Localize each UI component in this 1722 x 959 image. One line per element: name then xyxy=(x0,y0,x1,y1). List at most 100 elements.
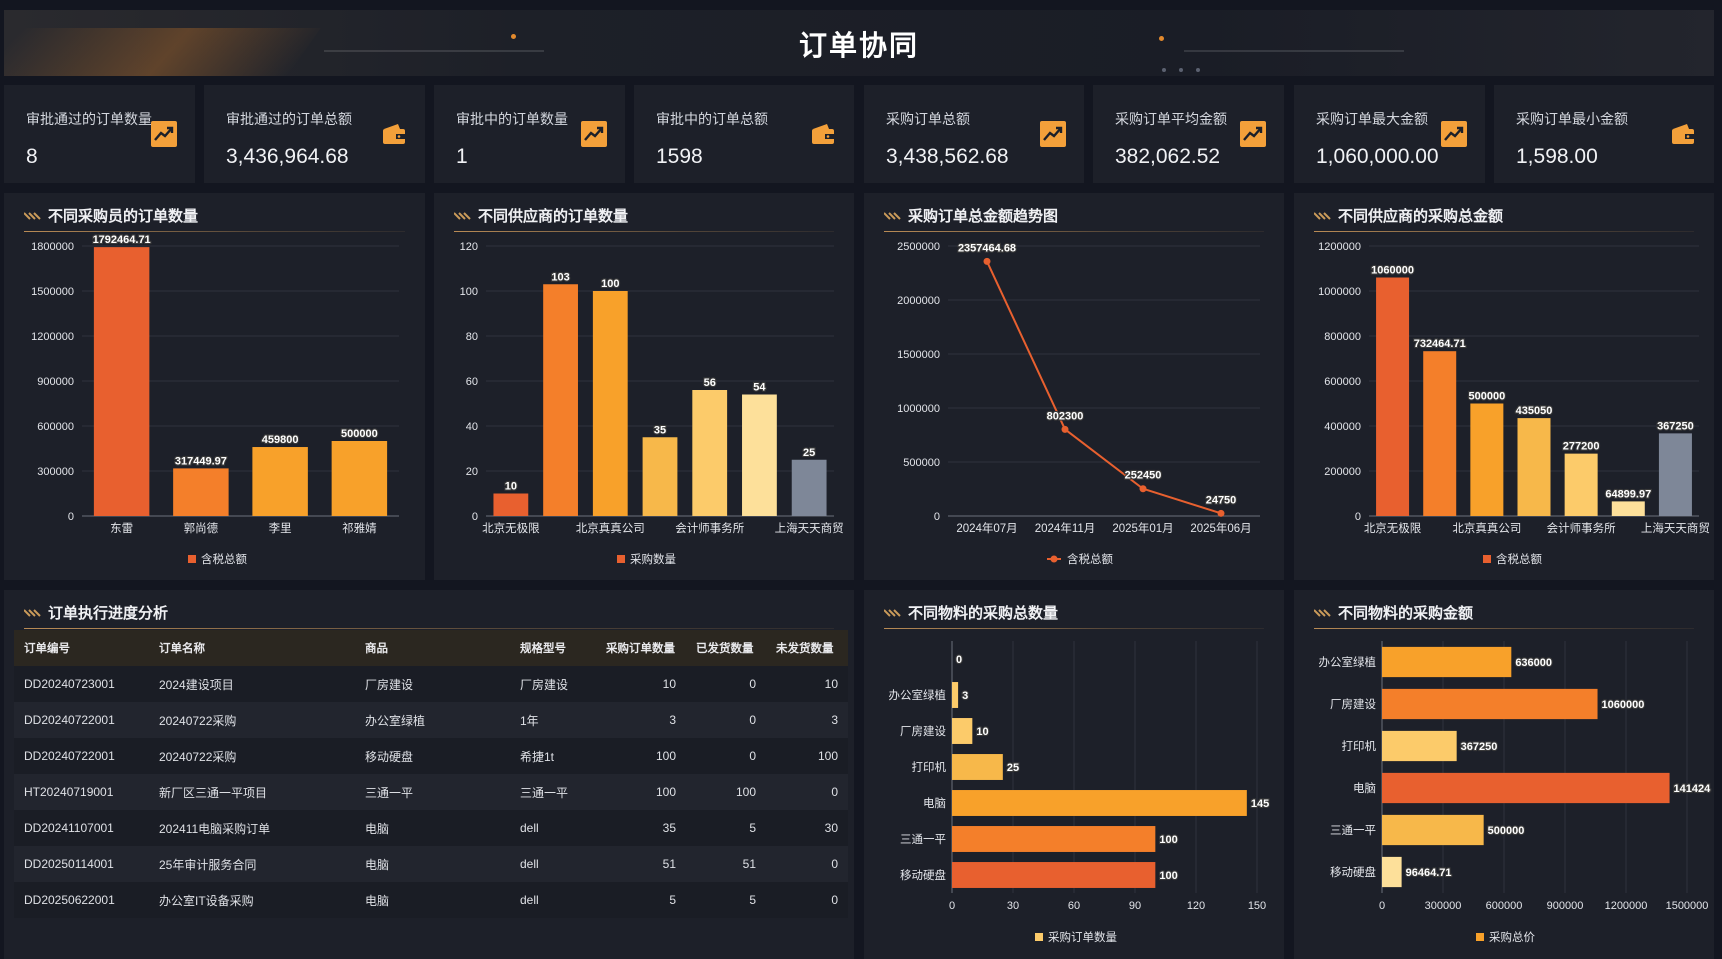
x-tick-label: 900000 xyxy=(1547,900,1584,912)
column-header[interactable]: 已发货数量 xyxy=(686,630,766,666)
bar xyxy=(1376,277,1410,516)
panel-title: 不同物料的采购总数量 xyxy=(884,602,1058,623)
kpi-label: 审批中的订单总额 xyxy=(656,111,768,127)
panel-title: 不同供应商的订单数量 xyxy=(454,205,628,226)
legend-marker xyxy=(188,555,196,563)
chart-material-amount: 0 300000 600000 900000 1200000 1500000 636000 办… xyxy=(1319,641,1712,944)
table-body: DD20240723001 2024建设项目 厂房建设 厂房建设 10 0 10 DD2024… xyxy=(14,666,848,918)
series-line xyxy=(986,260,1222,515)
table-cell: 移动硬盘 xyxy=(355,738,510,774)
table-row[interactable]: DD20240722001 20240722采购 办公室绿植 1年 3 0 3 xyxy=(14,702,848,738)
x-tick-label: 1500000 xyxy=(1666,900,1709,912)
y-tick-label: 电脑 xyxy=(923,797,946,810)
legend-marker xyxy=(1476,933,1484,941)
y-tick-label: 打印机 xyxy=(912,760,947,774)
y-tick-label: 电脑 xyxy=(1353,782,1376,795)
panel-order-progress: 订单执行进度分析 订单编号 订单名称 商品 规格型号 采购订单数量 已发货数量 … xyxy=(4,590,854,959)
bar xyxy=(1382,646,1512,678)
data-label: 54 xyxy=(753,382,766,394)
bar xyxy=(252,447,308,516)
bar xyxy=(1470,403,1504,516)
kpi-value: 3,436,964.68 xyxy=(226,145,349,168)
y-tick-label: 20 xyxy=(466,466,478,478)
bar xyxy=(1611,501,1645,516)
data-label: 0 xyxy=(956,654,962,666)
data-label: 1060000 xyxy=(1602,699,1645,711)
kpi-card: 采购订单最小金额 1,598.00 xyxy=(1494,85,1714,183)
data-label: 802300 xyxy=(1047,410,1084,422)
table-cell: 25年审计服务合同 xyxy=(149,846,355,882)
table-row[interactable]: HT20240719001 新厂区三通一平项目 三通一平 三通一平 100 100 0 xyxy=(14,774,848,810)
table-cell: 35 xyxy=(596,810,686,846)
bar xyxy=(1423,351,1457,516)
data-label: 103 xyxy=(551,271,569,283)
data-label: 64899.97 xyxy=(1605,488,1651,500)
table-row[interactable]: DD20250622001 办公室IT设备采购 电脑 dell 5 5 0 xyxy=(14,882,848,918)
y-tick-label: 1800000 xyxy=(31,241,74,253)
chart-supplier-amount: 0 200000 400000 600000 800000 1000000 1200000 1… xyxy=(1318,241,1710,566)
data-label: 500000 xyxy=(1488,825,1525,837)
trend-icon xyxy=(1040,121,1066,147)
legend-marker xyxy=(617,555,625,563)
y-tick-label: 0 xyxy=(934,511,940,523)
column-header[interactable]: 商品 xyxy=(355,630,510,666)
y-tick-label: 600000 xyxy=(1324,376,1361,388)
column-header[interactable]: 规格型号 xyxy=(510,630,596,666)
table-cell: 3 xyxy=(596,702,686,738)
data-point xyxy=(1061,425,1069,433)
kpi-value: 382,062.52 xyxy=(1115,145,1221,168)
kpi-card: 审批通过的订单总额 3,436,964.68 xyxy=(204,85,425,183)
panel-material-amount: 不同物料的采购金额 0 300000 600000 900000 1200000 1500… xyxy=(1294,590,1714,959)
page-title: 订单协同 xyxy=(798,30,919,61)
y-tick-label: 900000 xyxy=(37,376,74,388)
column-header[interactable]: 采购订单数量 xyxy=(596,630,686,666)
kpi-card: 审批中的订单总额 1598 xyxy=(634,85,854,183)
kpi-value: 1,598.00 xyxy=(1516,145,1598,168)
trend-icon xyxy=(151,121,177,147)
bar xyxy=(493,493,529,516)
bar xyxy=(1382,772,1670,804)
x-tick-label: 2025年01月 xyxy=(1112,521,1173,535)
bar xyxy=(1564,453,1598,516)
bar xyxy=(1382,856,1402,888)
table-row[interactable]: DD20250114001 25年审计服务合同 电脑 dell 51 51 0 xyxy=(14,846,848,882)
table-cell: 三通一平 xyxy=(355,774,510,810)
table-row[interactable]: DD20240723001 2024建设项目 厂房建设 厂房建设 10 0 10 xyxy=(14,666,848,702)
y-tick-label: 办公室绿植 xyxy=(1319,655,1377,669)
bar xyxy=(173,468,229,516)
bar xyxy=(543,284,578,516)
kpi-card: 采购订单最大金额 1,060,000.00 xyxy=(1294,85,1485,183)
trend-icon xyxy=(581,121,607,147)
panel-title-text: 不同供应商的采购总金额 xyxy=(1338,208,1504,225)
table-cell: 0 xyxy=(686,738,766,774)
kpi-value: 8 xyxy=(26,145,38,168)
table-row[interactable]: DD20240722001 20240722采购 移动硬盘 希捷1t 100 0 100 xyxy=(14,738,848,774)
legend-label: 采购数量 xyxy=(630,552,676,566)
wallet-icon xyxy=(812,124,834,144)
title-underline xyxy=(24,628,834,629)
legend-marker xyxy=(1483,555,1491,563)
kpi-card: 采购订单平均金额 382,062.52 xyxy=(1093,85,1284,183)
data-label: 2357464.68 xyxy=(958,242,1016,254)
x-tick-label: 会计师事务所 xyxy=(675,521,744,535)
table-cell: 100 xyxy=(596,738,686,774)
legend-marker xyxy=(1035,933,1043,941)
bar xyxy=(93,247,150,516)
x-tick-label: 北京真真公司 xyxy=(576,521,645,535)
y-tick-label: 600000 xyxy=(37,421,74,433)
x-tick-label: 东雷 xyxy=(110,522,133,535)
x-tick-label: 150 xyxy=(1248,900,1266,912)
orders-table: 订单编号 订单名称 商品 规格型号 采购订单数量 已发货数量 未发货数量 DD2… xyxy=(14,630,848,918)
header-dot xyxy=(1196,68,1200,72)
bar xyxy=(791,459,827,516)
panel-title-text: 订单执行进度分析 xyxy=(48,605,169,622)
table-row[interactable]: DD20241107001 202411电脑采购订单 电脑 dell 35 5 30 xyxy=(14,810,848,846)
title-underline xyxy=(454,231,834,232)
column-header[interactable]: 订单编号 xyxy=(14,630,149,666)
x-tick-label: 0 xyxy=(1379,900,1385,912)
column-header[interactable]: 未发货数量 xyxy=(766,630,848,666)
panel-title-text: 不同物料的采购金额 xyxy=(1338,605,1474,622)
column-header[interactable]: 订单名称 xyxy=(149,630,355,666)
data-label: 141424 xyxy=(1674,783,1712,795)
x-tick-label: 0 xyxy=(949,900,955,912)
